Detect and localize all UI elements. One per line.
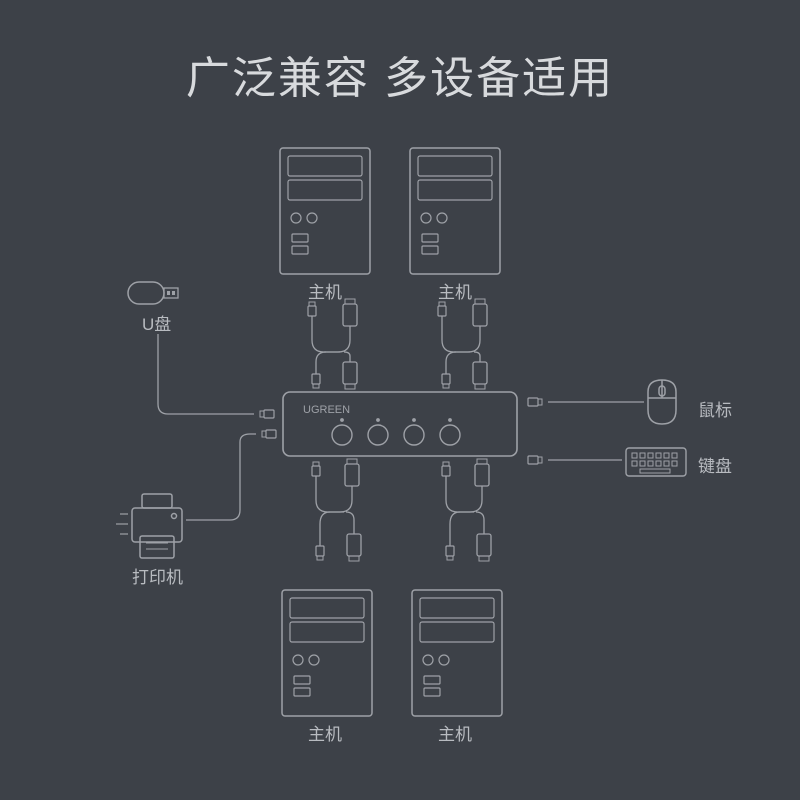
cable-bottom-right — [442, 459, 491, 561]
printer-icon — [116, 494, 182, 558]
keyboard-icon — [626, 448, 686, 476]
cable-bottom-left — [312, 459, 361, 561]
printer-cable — [186, 434, 256, 520]
cable-top-right — [438, 299, 487, 389]
host-icon-2 — [410, 148, 500, 274]
hub-brand: UGREEN — [303, 404, 350, 416]
usb-drive-icon — [128, 282, 178, 304]
host-icon-3 — [282, 590, 372, 716]
usb-drive-cable — [158, 334, 254, 414]
connectivity-diagram: UGREEN — [0, 0, 800, 800]
mouse-icon — [648, 380, 676, 424]
cable-top-left — [308, 299, 357, 389]
hub-icon: UGREEN — [283, 392, 517, 456]
host-icon-4 — [412, 590, 502, 716]
host-icon-1 — [280, 148, 370, 274]
